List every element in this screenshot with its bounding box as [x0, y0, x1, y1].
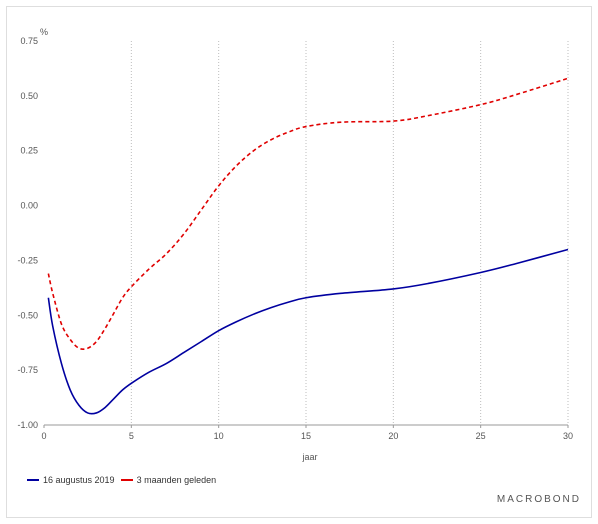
x-tick-label: 30 — [563, 431, 573, 441]
y-tick-label: -0.50 — [17, 310, 38, 320]
legend-item-current: 16 augustus 2019 — [27, 475, 115, 485]
legend-swatch-solid — [27, 479, 39, 481]
legend-item-previous: 3 maanden geleden — [120, 475, 217, 485]
x-tick-label: 10 — [214, 431, 224, 441]
series-line-current — [47, 248, 569, 415]
x-tick-label: 5 — [129, 431, 134, 441]
x-tick-label: 20 — [388, 431, 398, 441]
y-tick-label: -1.00 — [17, 420, 38, 430]
x-axis-ticks: 0 5 10 15 20 25 30 — [41, 425, 573, 441]
series-line-previous — [47, 77, 569, 350]
x-tick-label: 15 — [301, 431, 311, 441]
y-tick-label: 0.25 — [20, 146, 38, 156]
y-axis-title: % — [40, 27, 48, 37]
legend: 16 augustus 2019 3 maanden geleden — [27, 475, 222, 485]
legend-swatch-dashed — [120, 479, 133, 481]
y-tick-label: -0.75 — [17, 365, 38, 375]
series-layer — [47, 77, 569, 415]
brand-logo-text: MACROBOND — [496, 494, 581, 505]
legend-label-current: 16 augustus 2019 — [43, 475, 115, 485]
x-tick-label: 0 — [41, 431, 46, 441]
y-axis-ticks: -1.00 -0.75 -0.50 -0.25 0.00 0.25 0.50 0.75 — [17, 36, 38, 430]
y-tick-label: 0.75 — [20, 36, 38, 46]
x-tick-label: 25 — [476, 431, 486, 441]
grid-layer — [44, 41, 569, 426]
y-tick-label: 0.00 — [20, 201, 38, 211]
y-tick-label: 0.50 — [20, 91, 38, 101]
y-tick-label: -0.25 — [17, 255, 38, 265]
chart-frame: -1.00 -0.75 -0.50 -0.25 0.00 0.25 0.50 0.75 0 5 1… — [6, 6, 592, 518]
line-chart: -1.00 -0.75 -0.50 -0.25 0.00 0.25 0.50 0.75 0 5 1… — [17, 27, 573, 462]
legend-label-previous: 3 maanden geleden — [136, 475, 217, 485]
x-axis-title: jaar — [301, 452, 317, 462]
